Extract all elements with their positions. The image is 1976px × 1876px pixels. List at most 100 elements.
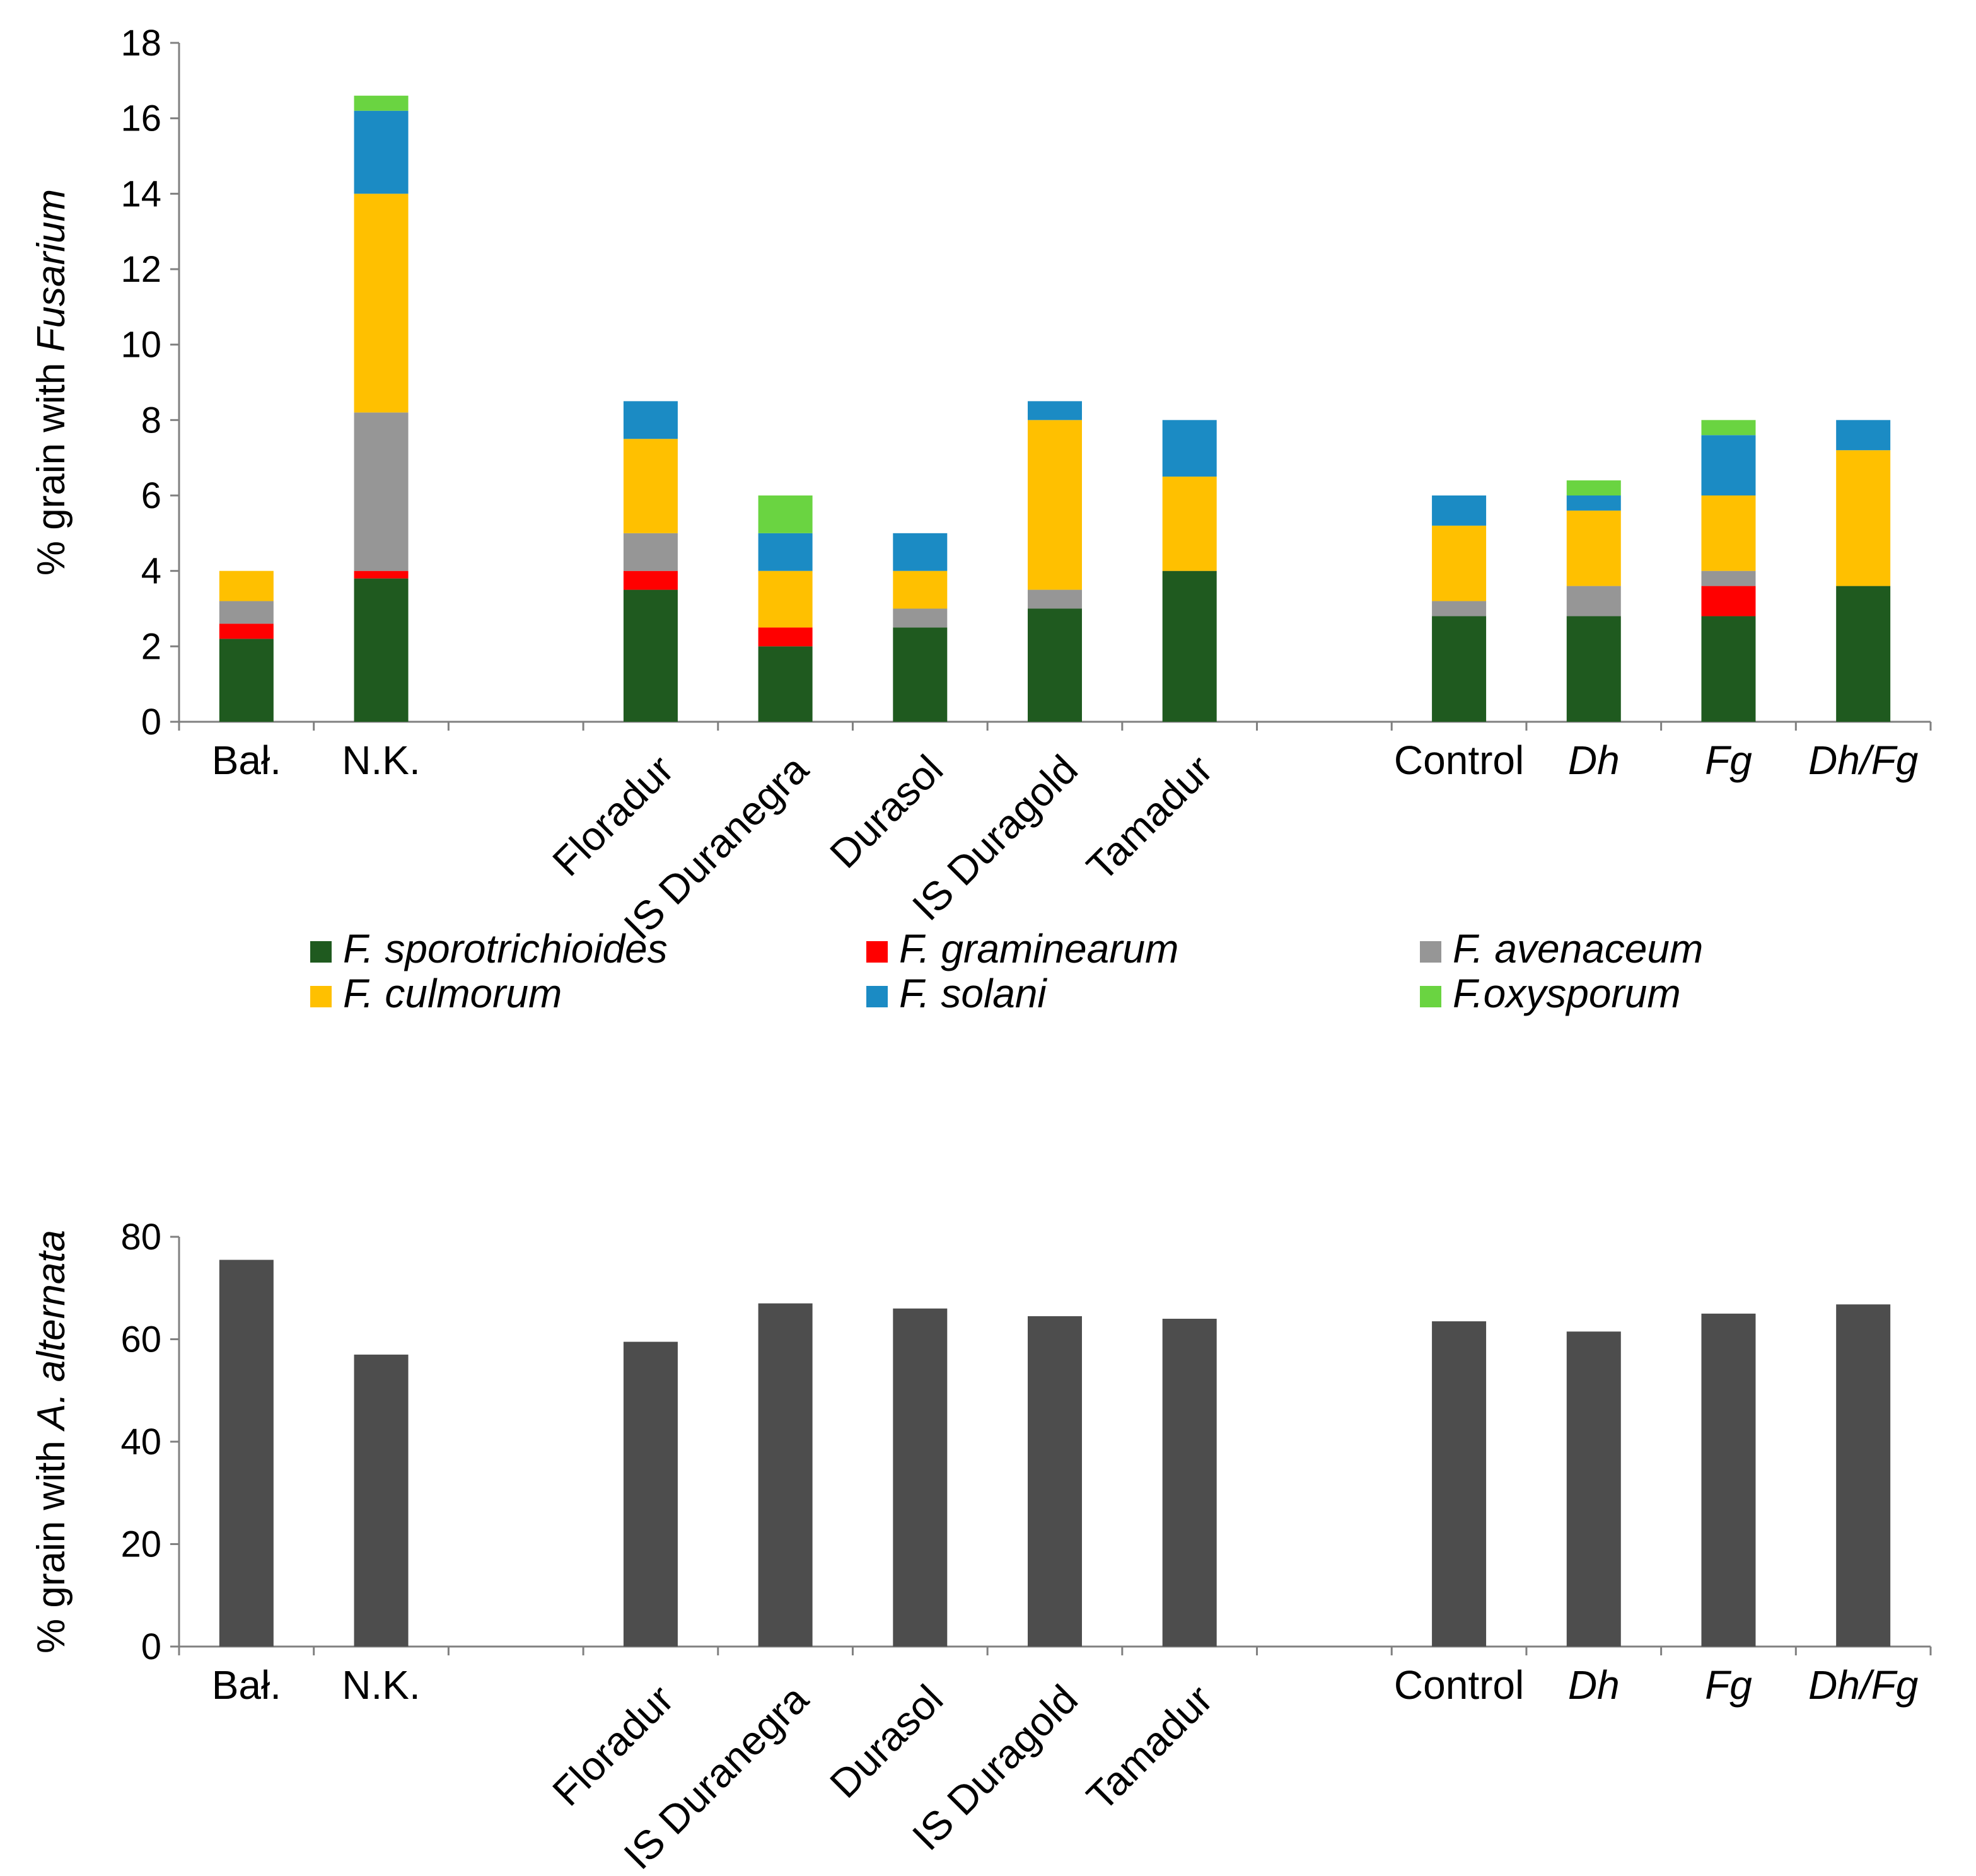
bar-f-graminearum-fg [1701, 586, 1756, 617]
legend-label-f-culmorum: F. culmorum [343, 971, 562, 1016]
legend-label-f-solani: F. solani [899, 971, 1047, 1016]
bar-f-oxysporum-fg [1701, 420, 1756, 436]
category-label: Bał. [212, 738, 281, 783]
bar-f-sporotrichioides-ba [219, 639, 274, 722]
y-tick-label: 18 [120, 23, 161, 64]
bar-f-sporotrichioides-tamadur [1162, 570, 1217, 722]
y-tick-label: 4 [141, 551, 161, 592]
bar-f-sporotrichioides-dh-fg [1836, 586, 1891, 722]
category-label: Floradur [543, 746, 682, 884]
bar-a-alternata-control [1432, 1321, 1487, 1647]
y-tick-label: 20 [120, 1524, 161, 1565]
bar-a-alternata-dh-fg [1836, 1304, 1891, 1647]
bar-f-culmorum-floradur [623, 439, 678, 533]
bar-f-sporotrichioides-n-k [354, 578, 409, 722]
bar-a-alternata-floradur [623, 1341, 678, 1647]
bar-f-sporotrichioides-durasol [893, 627, 948, 722]
bar-a-alternata-is-duragold [1028, 1316, 1082, 1647]
y-tick-label: 0 [141, 1626, 161, 1667]
legend-swatch-f-avenaceum [1420, 941, 1441, 963]
bar-f-graminearum-is-duranegra [758, 627, 813, 647]
bar-a-alternata-durasol [893, 1308, 948, 1647]
bar-f-avenaceum-durasol [893, 608, 948, 628]
category-label: Dh [1568, 738, 1620, 783]
y-tick-label: 80 [120, 1217, 161, 1258]
bar-a-alternata-dh [1566, 1331, 1621, 1647]
legend-swatch-f-solani [866, 986, 888, 1007]
bar-a-alternata-is-duranegra [758, 1303, 813, 1647]
legend-swatch-f-oxysporum [1420, 986, 1441, 1007]
y-axis-label-prefix: % grain with [30, 1430, 73, 1653]
category-label: N.K. [342, 1662, 420, 1708]
bar-f-sporotrichioides-floradur [623, 589, 678, 722]
y-axis-label: % grain with A. alternata [30, 1230, 73, 1653]
y-tick-label: 16 [120, 98, 161, 139]
legend-label-f-graminearum: F. graminearum [899, 926, 1178, 971]
bar-f-solani-dh [1566, 495, 1621, 511]
y-axis-label: % grain with Fusarium [30, 189, 73, 576]
y-tick-label: 8 [141, 400, 161, 441]
legend-label-f-avenaceum: F. avenaceum [1453, 926, 1703, 971]
bar-f-culmorum-control [1432, 525, 1487, 601]
bar-f-culmorum-dh [1566, 510, 1621, 586]
bar-a-alternata-n-k [354, 1354, 409, 1647]
bar-f-sporotrichioides-fg [1701, 616, 1756, 722]
category-label: N.K. [342, 738, 420, 783]
bar-f-solani-n-k [354, 110, 409, 194]
bar-f-avenaceum-n-k [354, 412, 409, 571]
bar-f-solani-is-duranegra [758, 533, 813, 571]
y-tick-label: 60 [120, 1319, 161, 1360]
bar-f-graminearum-n-k [354, 570, 409, 579]
category-label: Dh/Fg [1808, 1662, 1919, 1708]
bar-a-alternata-fg [1701, 1313, 1756, 1647]
category-label: Floradur [543, 1676, 682, 1814]
bar-f-sporotrichioides-dh [1566, 616, 1621, 722]
bar-f-culmorum-is-duranegra [758, 570, 813, 628]
category-label: Durasol [821, 1676, 951, 1807]
bar-f-oxysporum-is-duranegra [758, 495, 813, 533]
fusarium-legend: F. sporotrichioides F. graminearum F. aven… [310, 926, 1703, 1016]
legend-swatch-f-graminearum [866, 941, 888, 963]
bar-f-culmorum-n-k [354, 194, 409, 413]
category-label: Control [1394, 738, 1524, 783]
legend-swatch-f-culmorum [310, 986, 332, 1007]
bar-f-oxysporum-n-k [354, 95, 409, 111]
category-label: Durasol [821, 746, 951, 877]
category-label: Dh [1568, 1662, 1620, 1708]
y-tick-label: 12 [120, 249, 161, 290]
y-tick-label: 14 [120, 173, 161, 214]
legend-swatch-f-sporotrichioides [310, 941, 332, 963]
y-axis-label-italic: A. alternata [30, 1230, 73, 1432]
category-label: Bał. [212, 1662, 281, 1708]
bar-a-alternata-tamadur [1162, 1319, 1217, 1647]
category-label: Fg [1705, 1662, 1752, 1708]
bar-f-culmorum-durasol [893, 570, 948, 609]
bar-f-solani-tamadur [1162, 420, 1217, 477]
bar-f-graminearum-ba [219, 623, 274, 639]
bar-f-culmorum-fg [1701, 495, 1756, 571]
bar-a-alternata-ba [219, 1259, 274, 1647]
bar-f-sporotrichioides-is-duranegra [758, 646, 813, 722]
bar-f-avenaceum-control [1432, 601, 1487, 617]
bar-f-culmorum-ba [219, 570, 274, 601]
bar-f-sporotrichioides-control [1432, 616, 1487, 722]
bar-f-culmorum-tamadur [1162, 477, 1217, 571]
category-label: Dh/Fg [1808, 738, 1919, 783]
bar-f-avenaceum-fg [1701, 570, 1756, 586]
bar-f-avenaceum-is-duragold [1028, 589, 1082, 609]
bar-f-avenaceum-dh [1566, 586, 1621, 617]
bar-f-solani-durasol [893, 533, 948, 571]
y-tick-label: 6 [141, 475, 161, 516]
category-label: Control [1394, 1662, 1524, 1708]
y-tick-label: 40 [120, 1421, 161, 1462]
bar-f-culmorum-dh-fg [1836, 450, 1891, 586]
bar-f-oxysporum-dh [1566, 480, 1621, 495]
category-label: Tamadur [1078, 1676, 1221, 1819]
bar-f-avenaceum-ba [219, 601, 274, 624]
legend-label-f-oxysporum: F.oxysporum [1453, 971, 1681, 1016]
bar-f-solani-control [1432, 495, 1487, 526]
bar-f-avenaceum-floradur [623, 533, 678, 571]
legend-label-f-sporotrichioides: F. sporotrichioides [343, 926, 668, 971]
